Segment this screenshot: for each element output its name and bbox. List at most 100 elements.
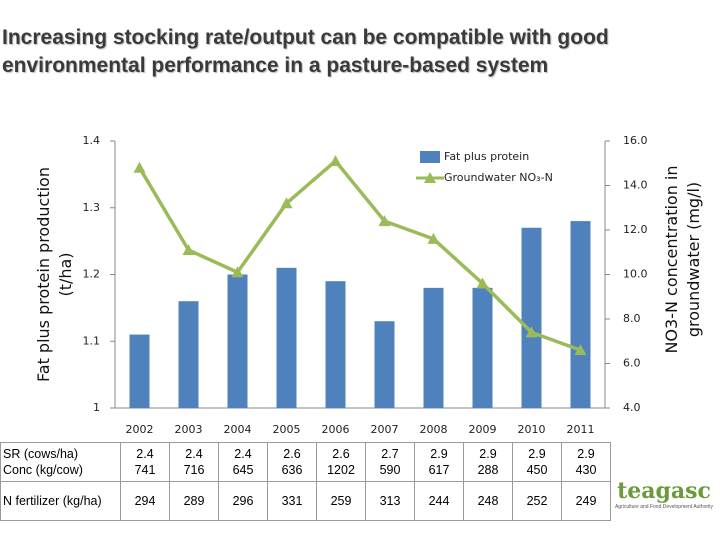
- marker: [525, 326, 538, 338]
- cell-value: 430: [575, 463, 597, 477]
- data-table: SR (cows/ha) Conc (kg/cow) 2.4 741 2.4 716 2.4…: [0, 442, 611, 521]
- y2-axis-title: NO3-N concentration in groundwater (mg/l): [662, 165, 703, 353]
- y-axis-title: Fat plus protein production (t/ha): [34, 167, 75, 382]
- line: [137, 158, 582, 352]
- bar: [570, 221, 591, 408]
- table-cell: 2.9 617: [414, 442, 464, 482]
- y2-tick-label: 12.0: [623, 223, 648, 236]
- legend-swatch: [420, 151, 440, 163]
- y-axis-title-line: (t/ha): [56, 252, 75, 296]
- cell-value: 252: [526, 494, 548, 508]
- marker: [378, 215, 391, 227]
- cell-value: 2.4: [234, 447, 252, 461]
- x-tick-label: 2011: [567, 423, 595, 436]
- x-tick-label: 2006: [322, 423, 350, 436]
- bar: [129, 334, 150, 408]
- y2-tick-label: 16.0: [623, 134, 648, 147]
- cell-value: 2.9: [430, 447, 448, 461]
- y2-tick-label: 4.0: [623, 401, 641, 414]
- y-tick-label: 1.3: [83, 201, 101, 214]
- bar: [521, 227, 542, 408]
- table-cell: 249: [561, 481, 611, 521]
- table-cell: 248: [463, 481, 513, 521]
- table-cell: 2.4 645: [218, 442, 268, 482]
- row-label-cell: N fertilizer (kg/ha): [0, 481, 121, 521]
- table-cell: 294: [120, 481, 170, 521]
- table-row: SR (cows/ha) Conc (kg/cow) 2.4 741 2.4 716 2.4…: [0, 442, 611, 482]
- cell-value: 296: [232, 494, 254, 508]
- row-label: SR (cows/ha): [3, 447, 79, 461]
- bar: [227, 274, 248, 408]
- x-tick-label: 2003: [175, 423, 203, 436]
- marker: [476, 277, 489, 289]
- bar: [325, 281, 346, 408]
- marker: [182, 244, 195, 256]
- table-cell: 296: [218, 481, 268, 521]
- x-tick-label: 2010: [518, 423, 546, 436]
- cell-value: 636: [281, 463, 303, 477]
- cell-value: 244: [428, 494, 450, 508]
- cell-value: 2.9: [479, 447, 497, 461]
- legend-marker: [424, 172, 436, 183]
- x-tick-label: 2004: [224, 423, 252, 436]
- table-cell: 252: [512, 481, 562, 521]
- cell-value: 249: [575, 494, 597, 508]
- y2-tick-label: 8.0: [623, 312, 641, 325]
- cell-value: 2.4: [136, 447, 154, 461]
- table-cell: 2.4 741: [120, 442, 170, 482]
- marker: [574, 344, 587, 356]
- table-cell: 2.9 430: [561, 442, 611, 482]
- bar: [276, 267, 297, 408]
- cell-value: 294: [134, 494, 156, 508]
- table-cell: 289: [169, 481, 219, 521]
- cell-value: 2.9: [528, 447, 546, 461]
- row-label: Conc (kg/cow): [3, 463, 83, 477]
- cell-value: 288: [477, 463, 499, 477]
- bar: [472, 287, 493, 408]
- table-cell: 2.4 716: [169, 442, 219, 482]
- bar: [423, 287, 444, 408]
- x-tick-label: 2008: [420, 423, 448, 436]
- table-cell: 244: [414, 481, 464, 521]
- logo-subtitle: Agriculture and Food Development Authori…: [614, 504, 714, 510]
- table-cell: 331: [267, 481, 317, 521]
- y-tick-label: 1.2: [83, 268, 101, 281]
- y2-tick-label: 10.0: [623, 268, 648, 281]
- legend-label: Fat plus protein: [444, 150, 529, 163]
- cell-value: 331: [281, 494, 303, 508]
- table-cell: 2.9 450: [512, 442, 562, 482]
- table-cell: 2.7 590: [365, 442, 415, 482]
- cell-value: 1202: [327, 463, 355, 477]
- bar: [374, 321, 395, 408]
- row-label-cell: SR (cows/ha) Conc (kg/cow): [0, 442, 121, 482]
- marker: [280, 197, 293, 209]
- logo: teagasc Agriculture and Food Development…: [610, 478, 718, 510]
- x-tick-label: 2002: [126, 423, 154, 436]
- y2-axis-title-line: groundwater (mg/l): [684, 182, 703, 337]
- table-cell: 2.6 636: [267, 442, 317, 482]
- bar: [178, 301, 199, 408]
- logo-brand: teagasc: [617, 478, 711, 504]
- cell-value: 259: [330, 494, 352, 508]
- x-tick-label: 2005: [273, 423, 301, 436]
- y-tick-label: 1.1: [83, 334, 101, 347]
- table-cell: 313: [365, 481, 415, 521]
- table-cell: 259: [316, 481, 366, 521]
- y-axis-title-line: Fat plus protein production: [34, 167, 53, 382]
- cell-value: 741: [134, 463, 156, 477]
- y-tick-label: 1: [93, 401, 100, 414]
- cell-value: 645: [232, 463, 254, 477]
- y2-tick-label: 6.0: [623, 357, 641, 370]
- cell-value: 590: [379, 463, 401, 477]
- cell-value: 2.9: [577, 447, 595, 461]
- cell-value: 248: [477, 494, 499, 508]
- y2-axis-title-line: NO3-N concentration in: [662, 165, 681, 353]
- row-label: N fertilizer (kg/ha): [3, 494, 102, 508]
- marker: [329, 155, 342, 167]
- x-tick-label: 2009: [469, 423, 497, 436]
- y-tick-label: 1.4: [83, 134, 101, 147]
- marker: [231, 266, 244, 278]
- cell-value: 617: [428, 463, 450, 477]
- marker: [133, 161, 146, 173]
